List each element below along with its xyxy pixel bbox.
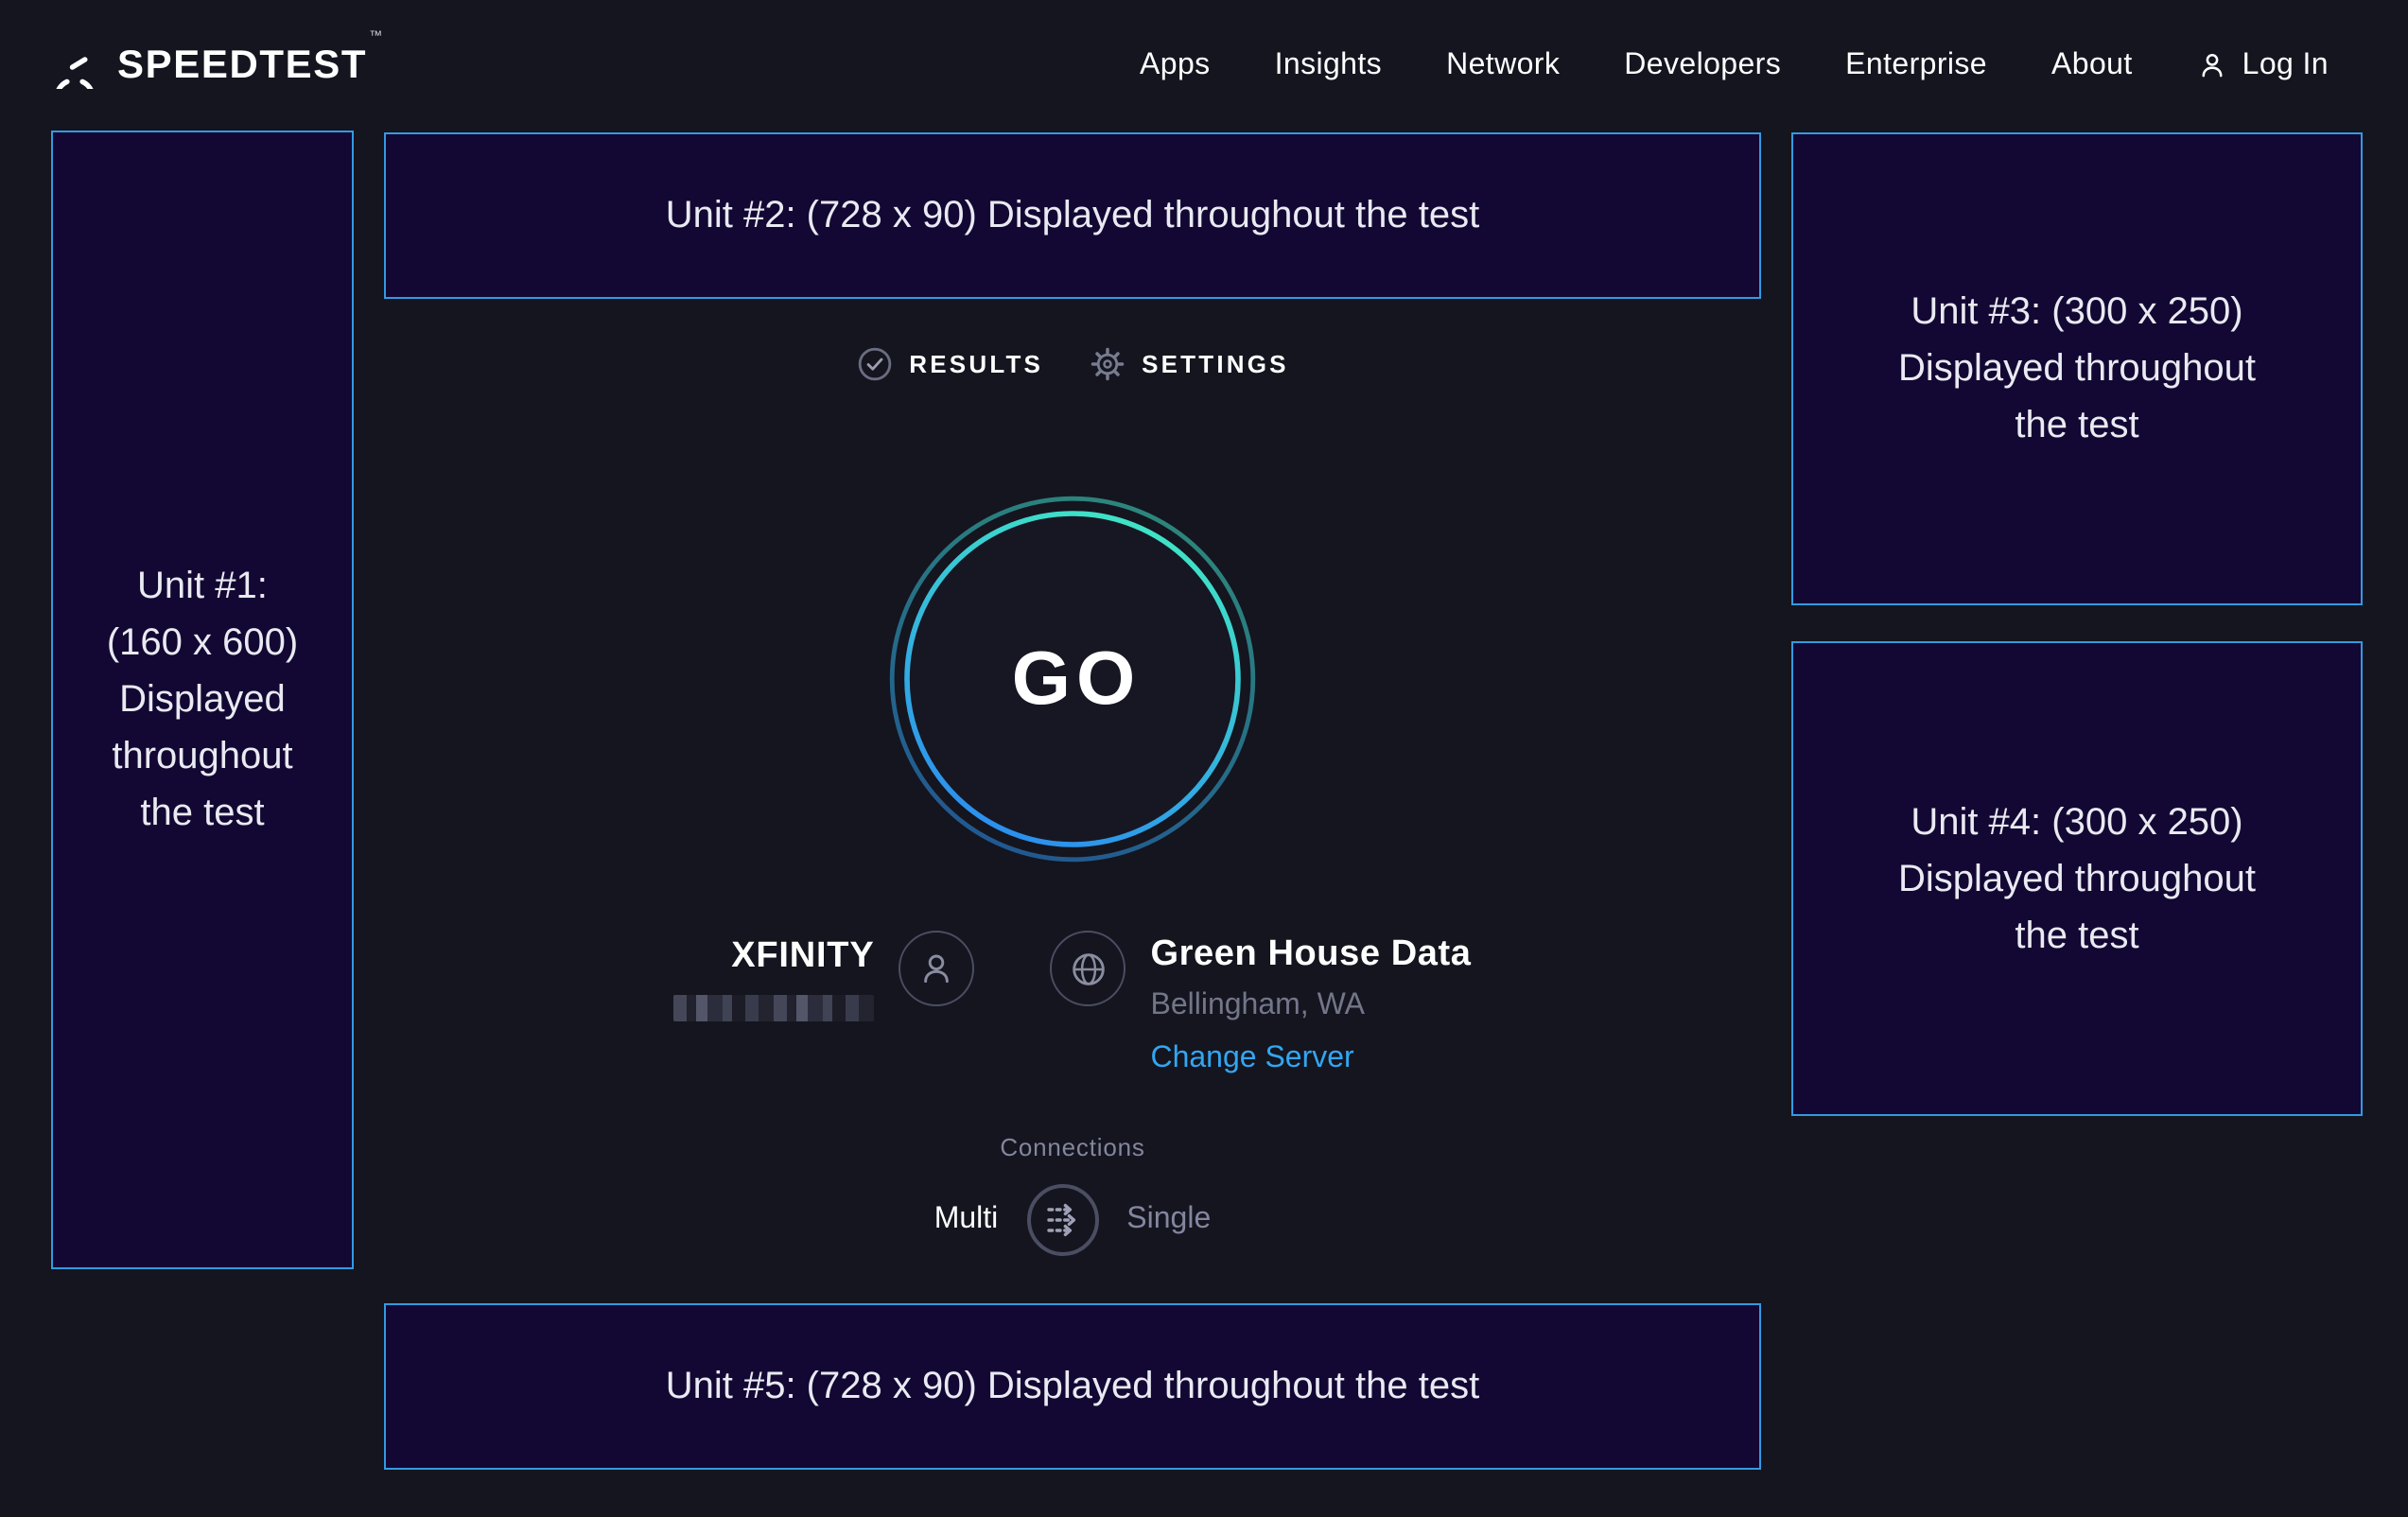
brand-name: SPEEDTEST: [117, 43, 368, 86]
speedtest-logo[interactable]: SPEEDTEST ™: [51, 29, 382, 89]
tab-results[interactable]: RESULTS: [856, 346, 1043, 382]
top-navigation-bar: SPEEDTEST ™ Apps Insights Network Develo…: [0, 0, 2408, 131]
login-label: Log In: [2242, 48, 2329, 80]
ad-unit-3[interactable]: Unit #3: (300 x 250) Displayed throughou…: [1791, 132, 2363, 605]
left-ad-rail: Unit #1: (160 x 600) Displayed throughou…: [51, 131, 354, 1269]
nav-item-network[interactable]: Network: [1446, 48, 1561, 80]
ad-unit-2-text: Unit #2: (728 x 90) Displayed throughout…: [665, 195, 1480, 236]
ad-unit-5[interactable]: Unit #5: (728 x 90) Displayed throughout…: [384, 1303, 1761, 1470]
ad-unit-1[interactable]: Unit #1: (160 x 600) Displayed throughou…: [51, 131, 354, 1269]
tab-results-label: RESULTS: [909, 350, 1044, 378]
server-name: Green House Data: [1150, 934, 1472, 974]
redacted-ip: [673, 995, 875, 1021]
main-nav: Apps Insights Network Developers Enterpr…: [1140, 48, 2329, 82]
nav-item-developers[interactable]: Developers: [1624, 48, 1782, 80]
connections-toggle[interactable]: [1026, 1184, 1099, 1256]
nav-item-apps[interactable]: Apps: [1140, 48, 1211, 80]
multi-arrows-icon: [1039, 1197, 1085, 1243]
connections-label: Connections: [1000, 1133, 1145, 1161]
right-ad-rail: Unit #3: (300 x 250) Displayed throughou…: [1791, 131, 2363, 1116]
ad-unit-4[interactable]: Unit #4: (300 x 250) Displayed throughou…: [1791, 641, 2363, 1116]
gauge-icon: [51, 42, 98, 89]
ad-unit-2[interactable]: Unit #2: (728 x 90) Displayed throughout…: [384, 132, 1761, 299]
globe-icon: [1050, 931, 1126, 1006]
person-circle-icon: [899, 931, 975, 1006]
nav-item-about[interactable]: About: [2051, 48, 2133, 80]
center-column: Unit #2: (728 x 90) Displayed throughout…: [384, 131, 1761, 1517]
tab-settings[interactable]: SETTINGS: [1089, 346, 1289, 382]
go-rings: [889, 496, 1256, 863]
trademark-mark: ™: [369, 29, 383, 43]
go-button[interactable]: GO: [887, 494, 1258, 864]
single-label[interactable]: Single: [1126, 1203, 1212, 1235]
ad-unit-4-text: Unit #4: (300 x 250) Displayed throughou…: [1897, 801, 2256, 956]
ad-unit-5-text: Unit #5: (728 x 90) Displayed throughout…: [665, 1366, 1480, 1407]
server-block: Green House Data Bellingham, WA Change S…: [1050, 931, 1471, 1076]
nav-item-insights[interactable]: Insights: [1274, 48, 1383, 80]
providers-row: XFINITY: [673, 931, 1471, 1076]
check-circle-icon: [856, 346, 892, 382]
login-button[interactable]: Log In: [2197, 48, 2329, 82]
isp-block: XFINITY: [673, 931, 975, 1021]
main-content: Unit #1: (160 x 600) Displayed throughou…: [0, 131, 2408, 1517]
gear-icon: [1089, 346, 1125, 382]
nav-item-enterprise[interactable]: Enterprise: [1845, 48, 1987, 80]
server-location: Bellingham, WA: [1150, 989, 1365, 1021]
isp-name: XFINITY: [731, 936, 875, 976]
ad-unit-3-text: Unit #3: (300 x 250) Displayed throughou…: [1897, 291, 2256, 446]
ad-unit-1-text: Unit #1: (160 x 600) Displayed throughou…: [106, 566, 299, 834]
go-label: GO: [1011, 636, 1142, 720]
connections-section: Connections Multi: [934, 1133, 1212, 1256]
tab-settings-label: SETTINGS: [1142, 350, 1289, 378]
multi-label[interactable]: Multi: [934, 1203, 999, 1235]
view-tabs: RESULTS: [856, 346, 1288, 382]
change-server-link[interactable]: Change Server: [1150, 1042, 1354, 1074]
person-icon: [2197, 49, 2229, 81]
